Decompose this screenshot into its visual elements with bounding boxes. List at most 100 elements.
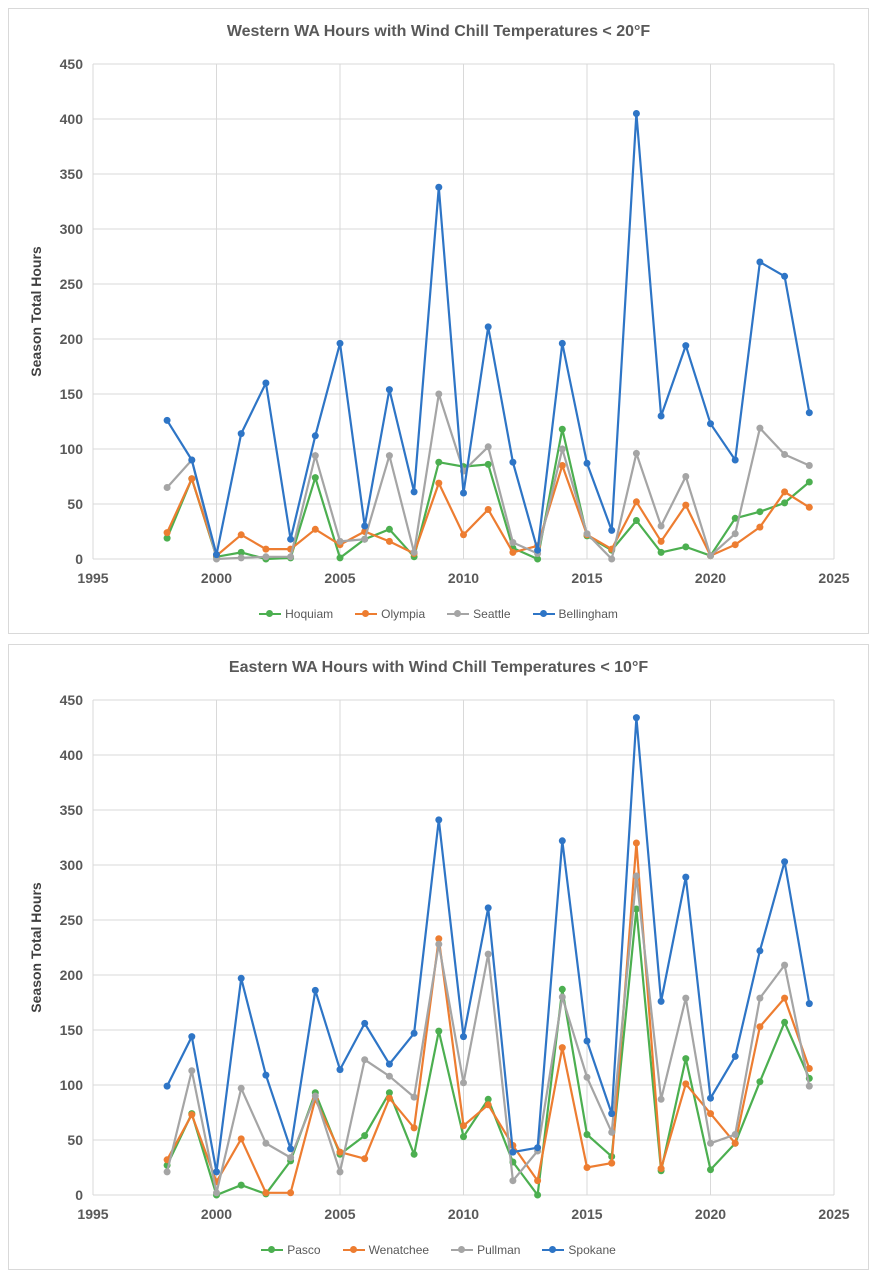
- data-point-spokane: [287, 1145, 295, 1153]
- data-point-wenatchee: [262, 1189, 270, 1197]
- data-point-bellingham: [287, 535, 295, 543]
- y-tick-label: 250: [60, 912, 84, 928]
- data-point-spokane: [262, 1071, 270, 1079]
- data-point-bellingham: [237, 430, 245, 438]
- data-point-seattle: [163, 484, 171, 491]
- legend-marker-icon: [355, 610, 378, 617]
- data-point-bellingham: [262, 379, 270, 387]
- data-point-bellingham: [460, 489, 467, 497]
- data-point-spokane: [534, 1144, 542, 1152]
- x-tick-label: 2000: [201, 1206, 232, 1222]
- data-point-olympia: [262, 545, 270, 553]
- data-point-bellingham: [163, 416, 171, 424]
- data-point-olympia: [558, 462, 566, 469]
- data-point-spokane: [484, 904, 492, 912]
- data-point-pasco: [410, 1150, 418, 1158]
- data-point-hoquiam: [558, 425, 566, 433]
- data-point-pullman: [731, 1131, 739, 1138]
- data-point-pasco: [707, 1166, 714, 1174]
- data-point-seattle: [657, 522, 665, 530]
- x-tick-label: 2010: [448, 1206, 479, 1222]
- legend-marker-icon: [261, 1246, 284, 1253]
- legend-label: Pullman: [477, 1243, 521, 1257]
- data-point-wenatchee: [410, 1124, 418, 1132]
- data-point-bellingham: [534, 546, 542, 554]
- data-point-olympia: [657, 537, 665, 545]
- data-point-bellingham: [361, 522, 369, 530]
- data-point-pasco: [632, 905, 640, 913]
- data-point-spokane: [361, 1019, 369, 1027]
- data-point-pasco: [484, 1095, 492, 1103]
- data-point-hoquiam: [534, 555, 542, 563]
- data-point-wenatchee: [707, 1110, 714, 1118]
- x-tick-label: 2010: [448, 570, 479, 586]
- data-point-bellingham: [608, 526, 616, 534]
- data-point-wenatchee: [632, 839, 640, 847]
- data-point-pullman: [287, 1154, 295, 1162]
- data-point-pullman: [385, 1072, 393, 1080]
- legend: Hoquiam Olympia Seattle Bellingham: [9, 607, 868, 621]
- data-point-bellingham: [756, 258, 764, 266]
- data-point-pasco: [361, 1132, 369, 1140]
- data-point-pullman: [781, 961, 789, 969]
- legend-item-seattle: Seattle: [447, 607, 511, 621]
- data-point-bellingham: [336, 339, 344, 347]
- y-tick-label: 200: [60, 331, 84, 347]
- data-point-bellingham: [484, 323, 492, 331]
- data-point-hoquiam: [237, 548, 245, 556]
- data-point-pullman: [435, 940, 443, 948]
- data-point-hoquiam: [484, 460, 492, 468]
- data-point-pullman: [632, 872, 640, 880]
- y-tick-label: 0: [75, 551, 83, 567]
- y-tick-label: 0: [75, 1187, 83, 1203]
- data-point-wenatchee: [361, 1155, 369, 1163]
- data-point-seattle: [262, 553, 270, 561]
- legend-label: Pasco: [287, 1243, 321, 1257]
- data-point-hoquiam: [311, 474, 319, 482]
- data-point-seattle: [756, 424, 764, 432]
- data-point-olympia: [163, 529, 171, 537]
- data-point-bellingham: [781, 272, 789, 280]
- legend-item-spokane: Spokane: [542, 1243, 616, 1257]
- data-point-pullman: [361, 1056, 369, 1064]
- y-tick-label: 100: [60, 441, 84, 457]
- data-point-spokane: [311, 986, 319, 994]
- data-point-pullman: [188, 1067, 196, 1075]
- data-point-spokane: [657, 997, 665, 1005]
- data-point-bellingham: [509, 458, 517, 466]
- data-point-bellingham: [632, 110, 640, 117]
- data-point-bellingham: [311, 432, 319, 440]
- data-point-olympia: [435, 479, 443, 487]
- data-point-seattle: [237, 554, 245, 562]
- data-point-wenatchee: [583, 1164, 591, 1171]
- legend-item-pasco: Pasco: [261, 1243, 321, 1257]
- data-point-pasco: [534, 1191, 542, 1199]
- data-point-seattle: [707, 552, 714, 560]
- data-point-spokane: [707, 1094, 714, 1102]
- data-point-hoquiam: [435, 458, 443, 466]
- data-point-wenatchee: [534, 1177, 542, 1185]
- y-tick-label: 350: [60, 802, 84, 818]
- data-point-wenatchee: [781, 994, 789, 1002]
- data-point-olympia: [731, 541, 739, 549]
- x-tick-label: 2020: [695, 1206, 726, 1222]
- data-point-wenatchee: [336, 1148, 344, 1156]
- y-tick-label: 350: [60, 166, 84, 182]
- y-tick-label: 250: [60, 276, 84, 292]
- data-point-spokane: [410, 1029, 418, 1037]
- data-point-hoquiam: [731, 514, 739, 522]
- legend-item-bellingham: Bellingham: [532, 607, 618, 621]
- data-point-bellingham: [410, 488, 418, 496]
- data-point-pullman: [213, 1189, 220, 1197]
- legend-marker-icon: [259, 610, 282, 617]
- data-point-pasco: [237, 1181, 245, 1189]
- data-point-wenatchee: [237, 1135, 245, 1143]
- data-point-wenatchee: [756, 1023, 764, 1031]
- data-point-seattle: [336, 537, 344, 545]
- x-tick-label: 2025: [818, 570, 849, 586]
- legend-marker-icon: [532, 610, 555, 617]
- data-point-spokane: [558, 837, 566, 845]
- x-tick-label: 2015: [571, 1206, 602, 1222]
- data-point-spokane: [731, 1052, 739, 1060]
- data-point-pullman: [805, 1082, 813, 1090]
